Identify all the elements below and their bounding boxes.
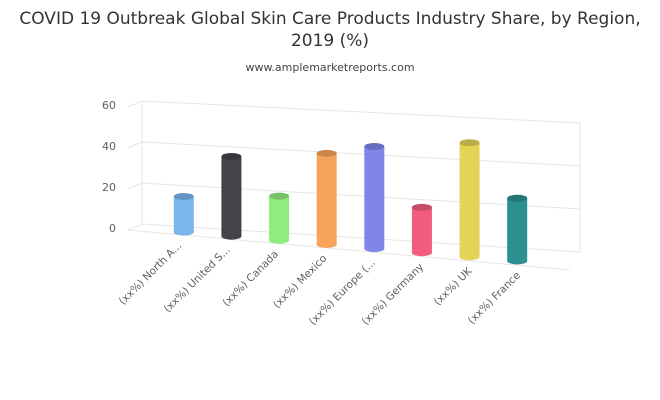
bar-top <box>364 142 385 150</box>
bar <box>316 149 337 248</box>
bar-top <box>459 139 480 147</box>
bar-top <box>507 194 528 202</box>
bar-body <box>507 198 528 265</box>
bar <box>269 192 290 244</box>
gridline <box>141 141 581 167</box>
chart-title: COVID 19 Outbreak Global Skin Care Produ… <box>19 9 641 51</box>
bar <box>459 139 480 261</box>
chart-subtitle: www.amplemarketreports.com <box>245 61 415 74</box>
gridline-side <box>127 100 143 108</box>
gridline-side <box>127 223 143 231</box>
bar-top <box>173 193 194 201</box>
bar-top <box>411 203 432 211</box>
bar-body <box>221 156 242 240</box>
gridline <box>141 223 581 253</box>
bar <box>173 193 194 236</box>
gridline-side <box>127 141 143 149</box>
x-tick-label: (xx%) Mexico <box>271 253 329 311</box>
bar-body <box>269 196 290 244</box>
x-tick-label: (xx%) Canada <box>220 248 281 309</box>
y-tick-label: 20 <box>102 181 116 194</box>
bar <box>507 194 528 265</box>
floor-edge <box>127 229 571 271</box>
bar-body <box>411 207 432 257</box>
grid <box>127 100 581 271</box>
gridline-side <box>127 182 143 190</box>
bar-top <box>269 192 290 200</box>
bar <box>221 153 242 240</box>
bar <box>364 142 385 253</box>
bar-top <box>316 149 337 157</box>
bar-body <box>173 196 194 236</box>
x-tick-label: (xx%) France <box>466 270 523 327</box>
y-tick-label: 0 <box>109 222 116 235</box>
bar-body <box>316 153 337 248</box>
y-tick-label: 40 <box>102 140 116 153</box>
gridline <box>141 182 581 210</box>
gridline <box>141 100 581 124</box>
bar-body <box>459 142 480 261</box>
x-tick-label: (xx%) UK <box>432 264 476 308</box>
y-axis-ticks: 0 20 40 60 <box>102 99 116 235</box>
bar-top <box>221 153 242 161</box>
y-tick-label: 60 <box>102 99 116 112</box>
bar <box>411 203 432 257</box>
bars <box>173 139 528 265</box>
bar-body <box>364 146 385 253</box>
